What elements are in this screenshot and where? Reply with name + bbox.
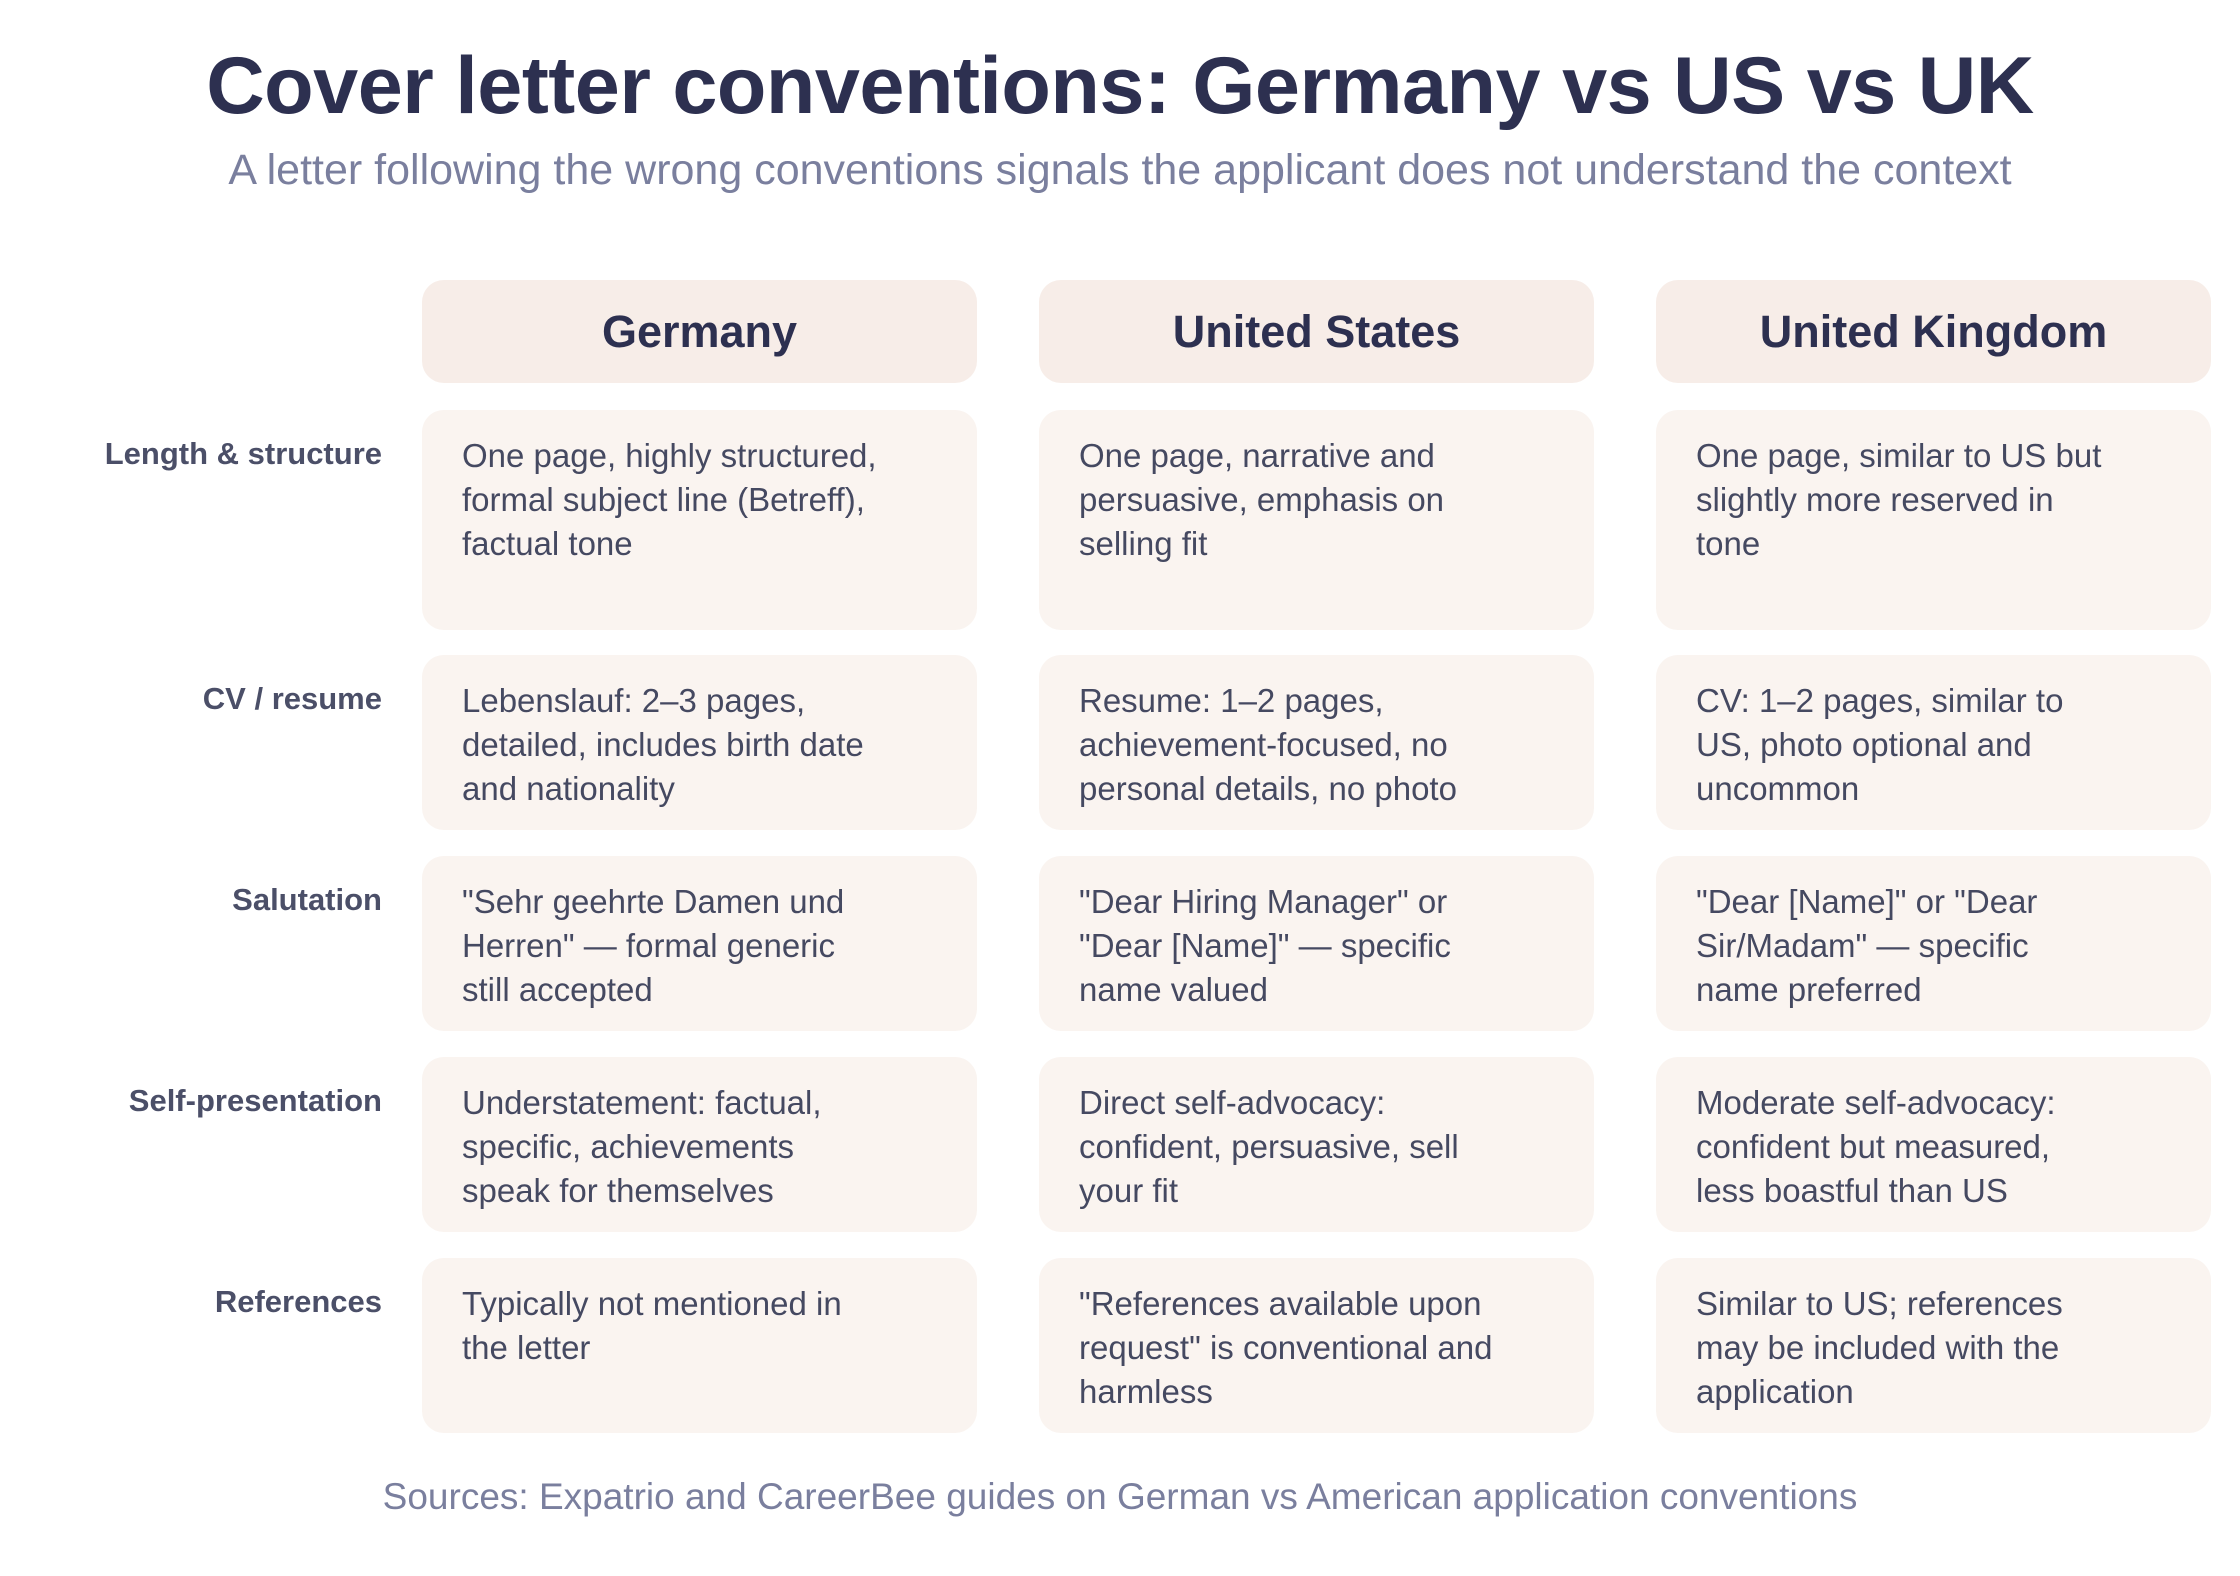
cell-references-germany: Typically not mentioned in the letter bbox=[422, 1258, 977, 1433]
page-title: Cover letter conventions: Germany vs US … bbox=[206, 41, 2034, 131]
row-label-self-presentation: Self-presentation bbox=[128, 1083, 382, 1118]
cell-self-presentation-germany: Understatement: factual, specific, achie… bbox=[422, 1057, 977, 1232]
cell-cv-resume-us: Resume: 1–2 pages, achievement-focused, … bbox=[1039, 655, 1594, 830]
cell-cv-resume-uk: CV: 1–2 pages, similar to US, photo opti… bbox=[1656, 655, 2211, 830]
cell-length-structure-us: One page, narrative and persuasive, emph… bbox=[1039, 410, 1594, 630]
row-label-references: References bbox=[214, 1284, 382, 1319]
cell-salutation-us: "Dear Hiring Manager" or "Dear [Name]" —… bbox=[1039, 856, 1594, 1031]
cell-length-structure-uk: One page, similar to US but slightly mor… bbox=[1656, 410, 2211, 630]
row-label-cv-resume: CV / resume bbox=[202, 681, 382, 716]
comparison-table: Germany United States United Kingdom Len… bbox=[0, 280, 2240, 1440]
cell-cv-resume-germany: Lebenslauf: 2–3 pages, detailed, include… bbox=[422, 655, 977, 830]
page-subtitle: A letter following the wrong conventions… bbox=[228, 146, 2012, 194]
sources-footnote: Sources: Expatrio and CareerBee guides o… bbox=[382, 1476, 1858, 1517]
cell-references-us: "References available upon request" is c… bbox=[1039, 1258, 1594, 1433]
row-label-salutation: Salutation bbox=[232, 882, 382, 917]
column-header-united-kingdom: United Kingdom bbox=[1656, 280, 2211, 383]
row-label-length-structure: Length & structure bbox=[104, 436, 382, 471]
cell-self-presentation-us: Direct self-advocacy: confident, persuas… bbox=[1039, 1057, 1594, 1232]
column-header-germany: Germany bbox=[422, 280, 977, 383]
cell-references-uk: Similar to US; references may be include… bbox=[1656, 1258, 2211, 1433]
cell-salutation-uk: "Dear [Name]" or "Dear Sir/Madam" — spec… bbox=[1656, 856, 2211, 1031]
cell-salutation-germany: "Sehr geehrte Damen und Herren" — formal… bbox=[422, 856, 977, 1031]
cell-length-structure-germany: One page, highly structured, formal subj… bbox=[422, 410, 977, 630]
cell-self-presentation-uk: Moderate self-advocacy: confident but me… bbox=[1656, 1057, 2211, 1232]
column-header-united-states: United States bbox=[1039, 280, 1594, 383]
